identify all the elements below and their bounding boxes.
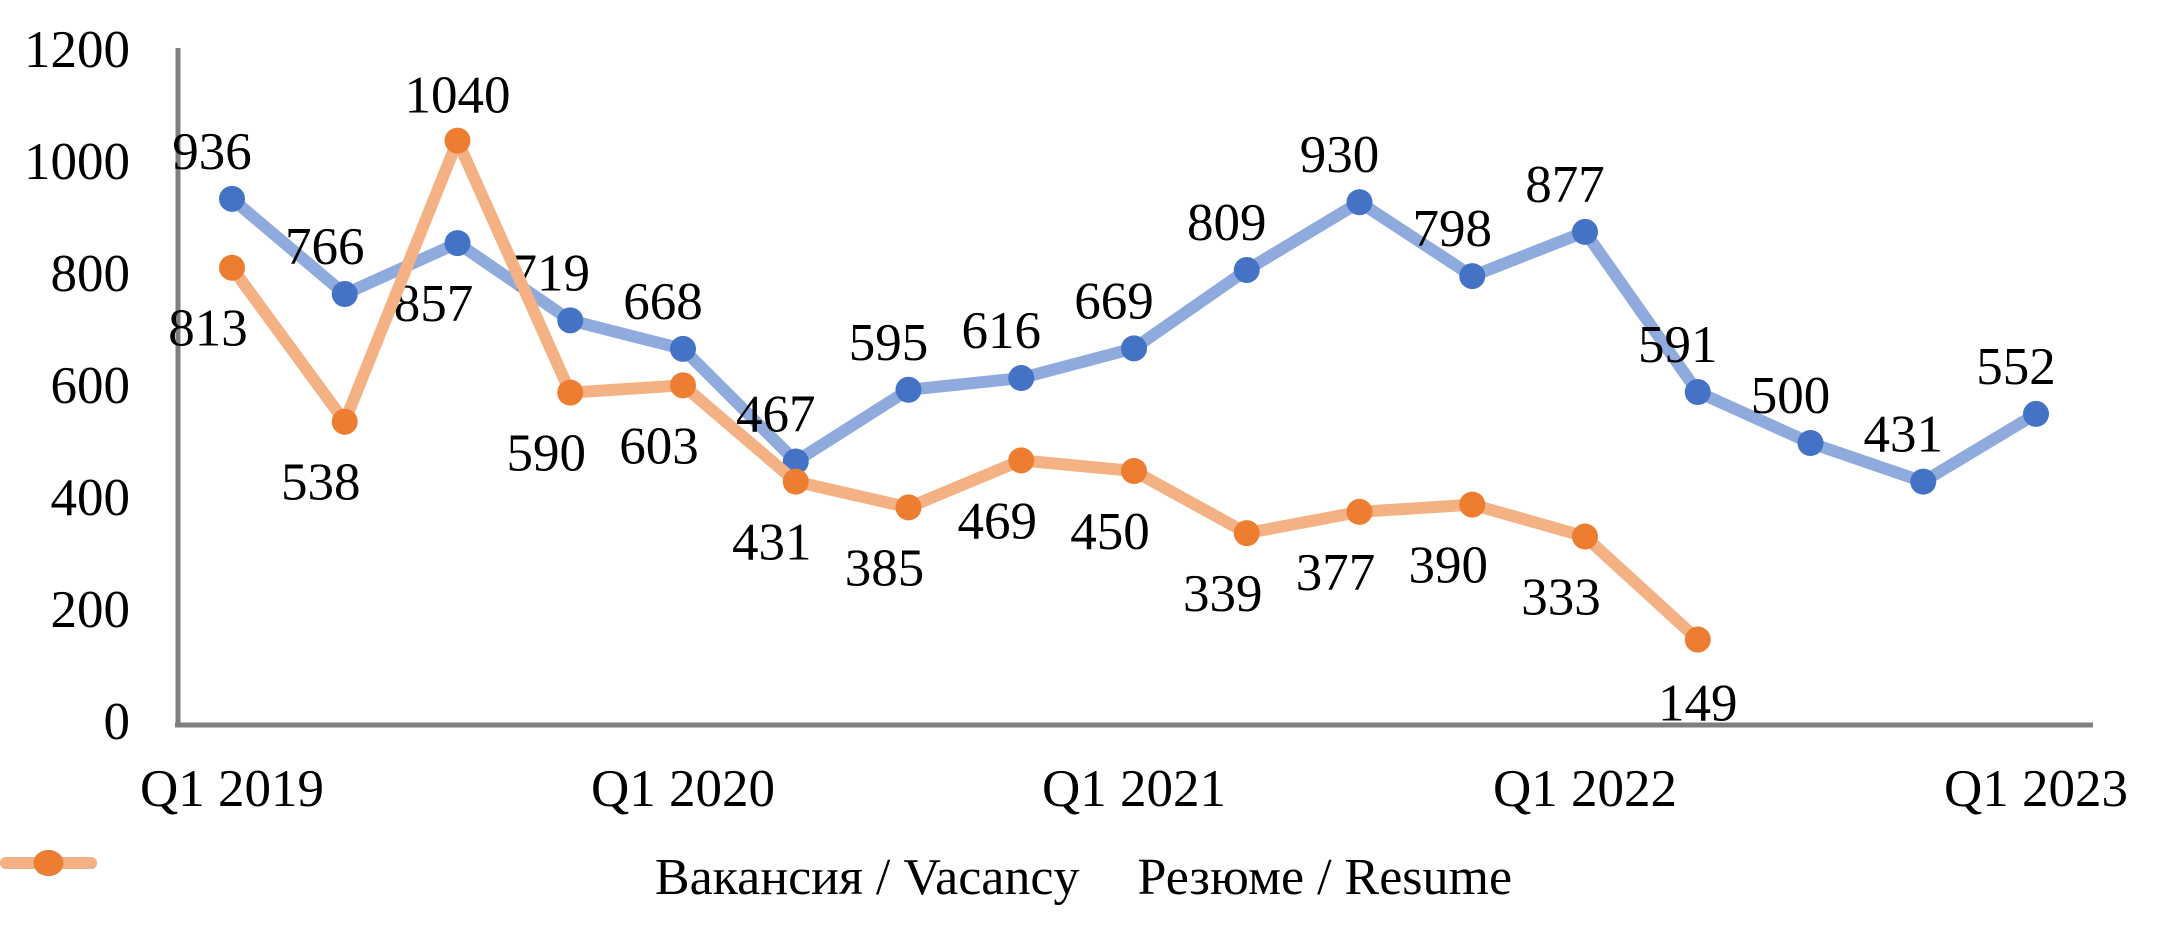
data-label: 616	[962, 302, 1042, 360]
legend-label: Резюме / Resume	[1137, 849, 1513, 906]
data-label: 552	[1976, 338, 2056, 396]
data-point	[782, 448, 809, 475]
data-point	[557, 307, 584, 334]
data-label: 431	[732, 514, 812, 572]
y-tick-label: 600	[51, 357, 131, 415]
data-label: 431	[1864, 406, 1944, 464]
legend-item-1: Резюме / Resume	[0, 848, 1513, 907]
data-point	[782, 468, 809, 495]
data-point	[1121, 458, 1147, 484]
series-line-1	[226, 134, 1704, 646]
data-label: 377	[1296, 544, 1376, 602]
y-tick-label: 1200	[24, 21, 130, 79]
legend-marker-icon	[0, 850, 97, 876]
data-label: 668	[623, 273, 703, 331]
x-tick-label: Q1 2020	[591, 760, 775, 818]
data-point	[1684, 379, 1711, 406]
data-label: 595	[849, 314, 929, 372]
data-label: 450	[1070, 503, 1150, 561]
data-point	[331, 408, 358, 435]
data-point	[895, 376, 922, 403]
data-point	[219, 185, 245, 212]
data-point	[670, 372, 696, 399]
data-label: 603	[619, 417, 699, 475]
data-point	[1121, 335, 1147, 362]
data-label: 813	[168, 300, 248, 358]
data-point	[1233, 256, 1260, 283]
data-point	[670, 335, 696, 362]
data-point	[1797, 430, 1824, 456]
data-label: 857	[394, 275, 474, 333]
data-label: 669	[1074, 272, 1154, 330]
data-label: 469	[958, 492, 1038, 550]
data-point	[219, 254, 245, 281]
data-label: 339	[1183, 565, 1263, 623]
data-point	[1008, 365, 1035, 392]
legend-item-0: Вакансия / Vacancy	[0, 848, 1080, 907]
data-label: 766	[285, 218, 365, 276]
data-point	[1459, 491, 1486, 518]
x-tick-label: Q1 2022	[1493, 760, 1677, 818]
data-label: 390	[1409, 537, 1489, 595]
data-point	[1684, 626, 1711, 653]
legend: Вакансия / Vacancy Резюме / Resume	[0, 848, 2167, 907]
data-point	[895, 494, 922, 521]
y-tick-label: 400	[51, 469, 131, 527]
data-label: 1040	[405, 67, 511, 125]
data-label: 500	[1751, 367, 1831, 425]
data-point	[444, 230, 471, 257]
data-point	[1346, 189, 1373, 216]
data-label: 936	[172, 123, 252, 181]
data-label: 877	[1525, 156, 1605, 214]
data-label: 538	[281, 454, 361, 512]
x-tick-label: Q1 2021	[1042, 760, 1226, 818]
data-label: 333	[1521, 569, 1601, 627]
data-point	[1346, 498, 1373, 525]
data-point	[1910, 468, 1937, 495]
data-label: 467	[736, 385, 816, 443]
y-tick-label: 0	[104, 693, 131, 751]
x-tick-label: Q1 2019	[140, 760, 324, 818]
data-point	[1572, 218, 1598, 245]
data-label: 590	[507, 425, 587, 483]
x-tick-label: Q1 2023	[1944, 760, 2128, 818]
data-point	[557, 379, 584, 406]
data-point	[444, 127, 471, 154]
data-point	[1008, 447, 1035, 474]
data-point	[1572, 523, 1598, 550]
data-label: 930	[1300, 126, 1380, 184]
data-label: 149	[1658, 675, 1738, 733]
y-tick-label: 1000	[24, 133, 130, 191]
data-point	[1459, 263, 1486, 290]
data-label: 591	[1638, 316, 1718, 374]
data-point	[1233, 520, 1260, 547]
data-label: 809	[1187, 194, 1267, 252]
data-label: 385	[845, 539, 925, 597]
legend-label: Вакансия / Vacancy	[654, 849, 1080, 906]
y-tick-label: 200	[51, 581, 131, 639]
data-point	[331, 281, 358, 308]
y-tick-label: 800	[51, 245, 131, 303]
data-point	[2023, 400, 2049, 427]
data-label: 798	[1413, 200, 1493, 258]
